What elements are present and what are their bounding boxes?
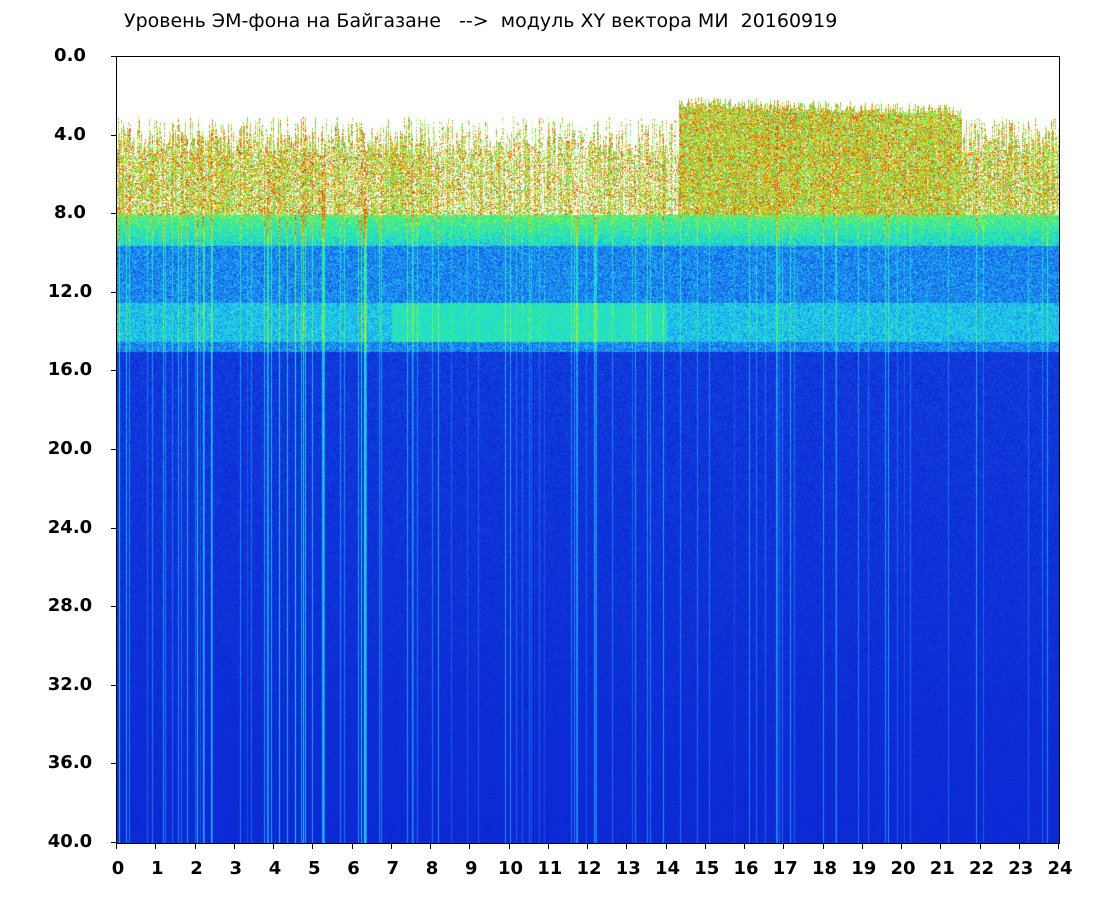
x-tick-label: 2 — [190, 858, 203, 879]
y-tick-mark — [111, 527, 116, 529]
x-tick-label: 6 — [347, 858, 360, 879]
x-tick-label: 17 — [772, 858, 798, 879]
x-tick-mark — [901, 843, 902, 849]
x-tick-label: 18 — [811, 858, 838, 879]
y-tick-label: 40.0 — [47, 831, 93, 852]
x-tick-label: 16 — [733, 858, 759, 879]
y-tick-label: 24.0 — [47, 516, 93, 538]
spectrogram-heatmap — [117, 57, 1059, 843]
x-tick-mark — [626, 843, 628, 849]
x-tick-label: 7 — [386, 858, 400, 879]
y-tick-label: 4.0 — [54, 123, 86, 145]
x-tick-label: 21 — [929, 858, 955, 879]
y-tick-mark — [111, 291, 116, 293]
y-tick-mark — [111, 213, 116, 215]
y-tick-label: 8.0 — [54, 202, 86, 224]
x-tick-label: 23 — [1008, 858, 1034, 879]
x-tick-label: 13 — [615, 858, 641, 879]
x-tick-mark — [861, 843, 863, 849]
y-tick-label: 20.0 — [47, 438, 93, 459]
x-tick-label: 3 — [229, 858, 243, 879]
x-tick-label: 8 — [425, 858, 439, 879]
x-tick-label: 15 — [694, 858, 720, 879]
x-tick-mark — [1018, 843, 1020, 849]
x-tick-mark — [351, 843, 353, 849]
x-tick-mark — [390, 843, 392, 849]
x-tick-label: 11 — [537, 858, 563, 879]
chart-title: Уровень ЭМ-фона на Байгазане --> модуль … — [124, 10, 838, 32]
x-tick-mark — [940, 843, 942, 849]
x-tick-mark — [665, 843, 667, 849]
y-tick-mark — [111, 606, 116, 608]
x-tick-mark — [783, 843, 785, 849]
x-tick-mark — [822, 843, 824, 849]
x-tick-label: 5 — [307, 858, 321, 879]
x-tick-mark — [547, 843, 549, 849]
x-tick-label: 4 — [268, 858, 282, 879]
x-tick-mark — [744, 843, 745, 849]
y-tick-mark — [111, 842, 116, 843]
x-tick-label: 0 — [111, 858, 125, 879]
x-tick-mark — [979, 843, 981, 849]
y-tick-mark — [111, 56, 116, 57]
x-tick-mark — [430, 843, 431, 849]
y-tick-label: 12.0 — [47, 280, 93, 302]
y-tick-label: 0.0 — [54, 45, 86, 66]
y-tick-mark — [111, 449, 116, 450]
y-tick-label: 32.0 — [47, 673, 93, 695]
y-tick-label: 36.0 — [47, 752, 93, 774]
x-tick-label: 9 — [464, 858, 478, 879]
y-tick-mark — [111, 134, 116, 136]
x-tick-mark — [508, 843, 510, 849]
x-tick-label: 22 — [968, 858, 995, 879]
x-tick-mark — [233, 843, 235, 849]
y-tick-mark — [111, 763, 116, 765]
y-tick-label: 28.0 — [47, 595, 93, 617]
y-tick-mark — [111, 370, 116, 372]
x-tick-mark — [587, 843, 588, 849]
x-tick-mark — [194, 843, 196, 849]
x-tick-mark — [469, 843, 471, 849]
y-tick-mark — [111, 684, 116, 686]
x-tick-mark — [273, 843, 274, 849]
x-tick-label: 10 — [497, 858, 524, 879]
x-tick-label: 20 — [890, 858, 916, 879]
x-tick-mark — [1058, 843, 1059, 849]
x-tick-label: 1 — [150, 858, 164, 879]
x-tick-mark — [704, 843, 706, 849]
x-tick-label: 14 — [654, 858, 681, 879]
x-tick-mark — [116, 843, 117, 849]
x-tick-label: 24 — [1047, 858, 1073, 879]
x-tick-mark — [155, 843, 157, 849]
y-tick-label: 16.0 — [47, 359, 93, 381]
x-tick-label: 12 — [576, 858, 602, 879]
x-tick-label: 19 — [851, 858, 877, 879]
x-tick-mark — [312, 843, 314, 849]
plot-area — [116, 56, 1060, 844]
